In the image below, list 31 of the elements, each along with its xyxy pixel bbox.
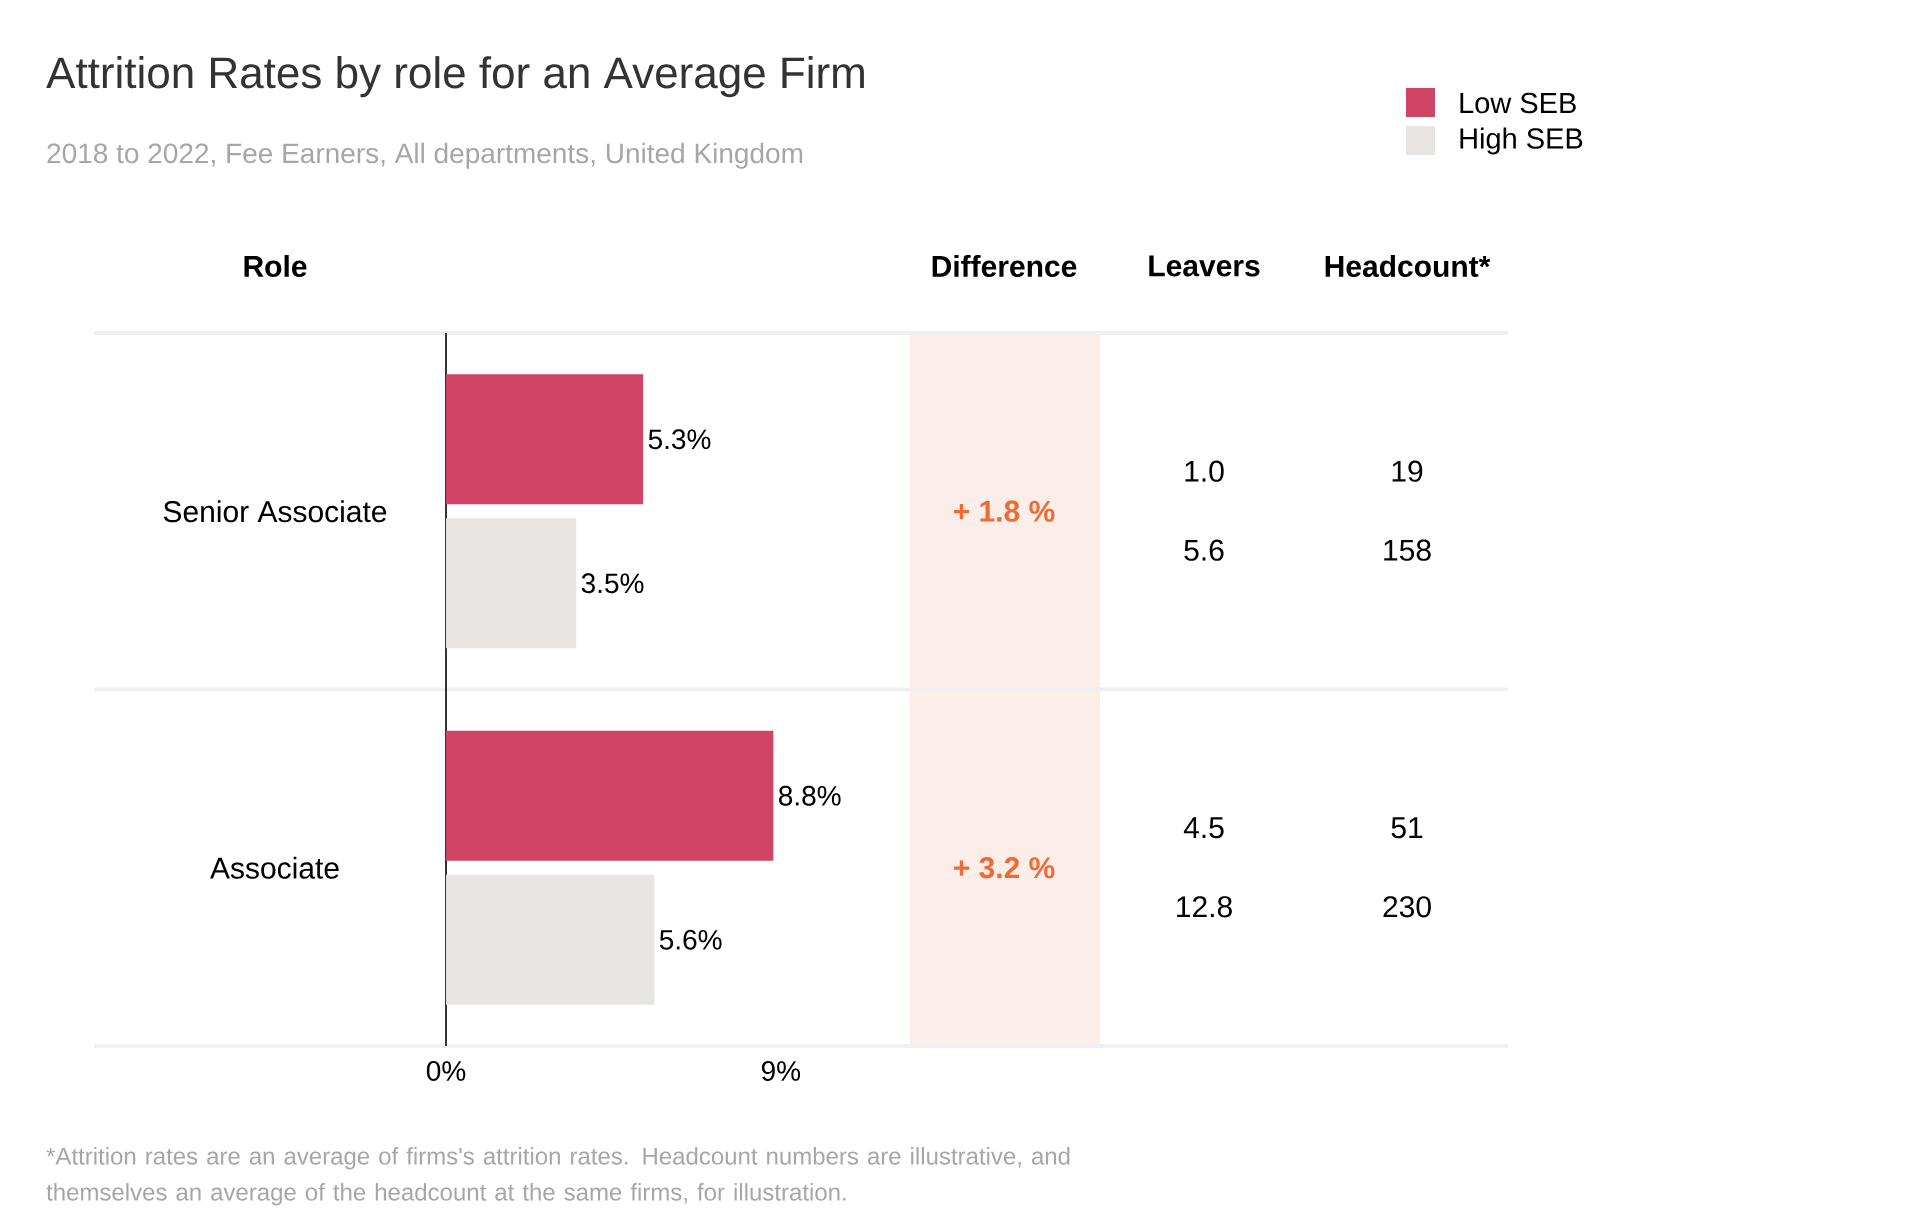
annotation: 1.0 <box>1185 460 1224 482</box>
text: Difference <box>932 254 1077 278</box>
legend-label: Low SEB <box>1460 92 1576 114</box>
x-tick-label: 9% <box>761 1061 801 1081</box>
chart-subtitle: 2018 to 2022, Fee Earners, All departments, United Kingdom <box>47 142 803 169</box>
data-label: 5.3% <box>648 429 711 450</box>
bar <box>446 730 774 861</box>
text: *Attrition rates are an average of firms's attrition rates. Headcount numbers are illustrative, and themselves an average of the headcount at the same firms, for illustration. <box>46 1147 1070 1206</box>
annotation: 51 <box>1391 817 1423 839</box>
bar <box>446 874 655 1005</box>
text: Headcount* <box>1325 254 1491 278</box>
y-tick-label: Associate <box>210 856 339 879</box>
chart-title: Attrition Rates by role for an Average Firm <box>46 56 864 98</box>
annotation: 12.8 <box>1177 896 1232 918</box>
y-axis-title: Role <box>244 254 307 278</box>
y-tick-label: Senior Associate <box>163 500 387 523</box>
data-label: 5.6% <box>659 929 722 950</box>
text: Leavers <box>1149 255 1260 277</box>
annotation: 19 <box>1392 460 1423 482</box>
annotation: 158 <box>1384 539 1431 561</box>
annotation: 5.6 <box>1184 539 1224 561</box>
annotation: + 1.8 % <box>953 500 1055 522</box>
annotation: + 3.2 % <box>953 857 1055 879</box>
x-tick-label: 0% <box>426 1061 466 1081</box>
annotation: 4.5 <box>1183 817 1224 839</box>
bar <box>446 374 644 505</box>
annotation: 230 <box>1383 896 1431 918</box>
data-label: 8.8% <box>779 785 841 806</box>
data-label: 3.5% <box>581 573 644 594</box>
bar <box>446 518 577 649</box>
legend-label: High SEB <box>1460 127 1583 155</box>
